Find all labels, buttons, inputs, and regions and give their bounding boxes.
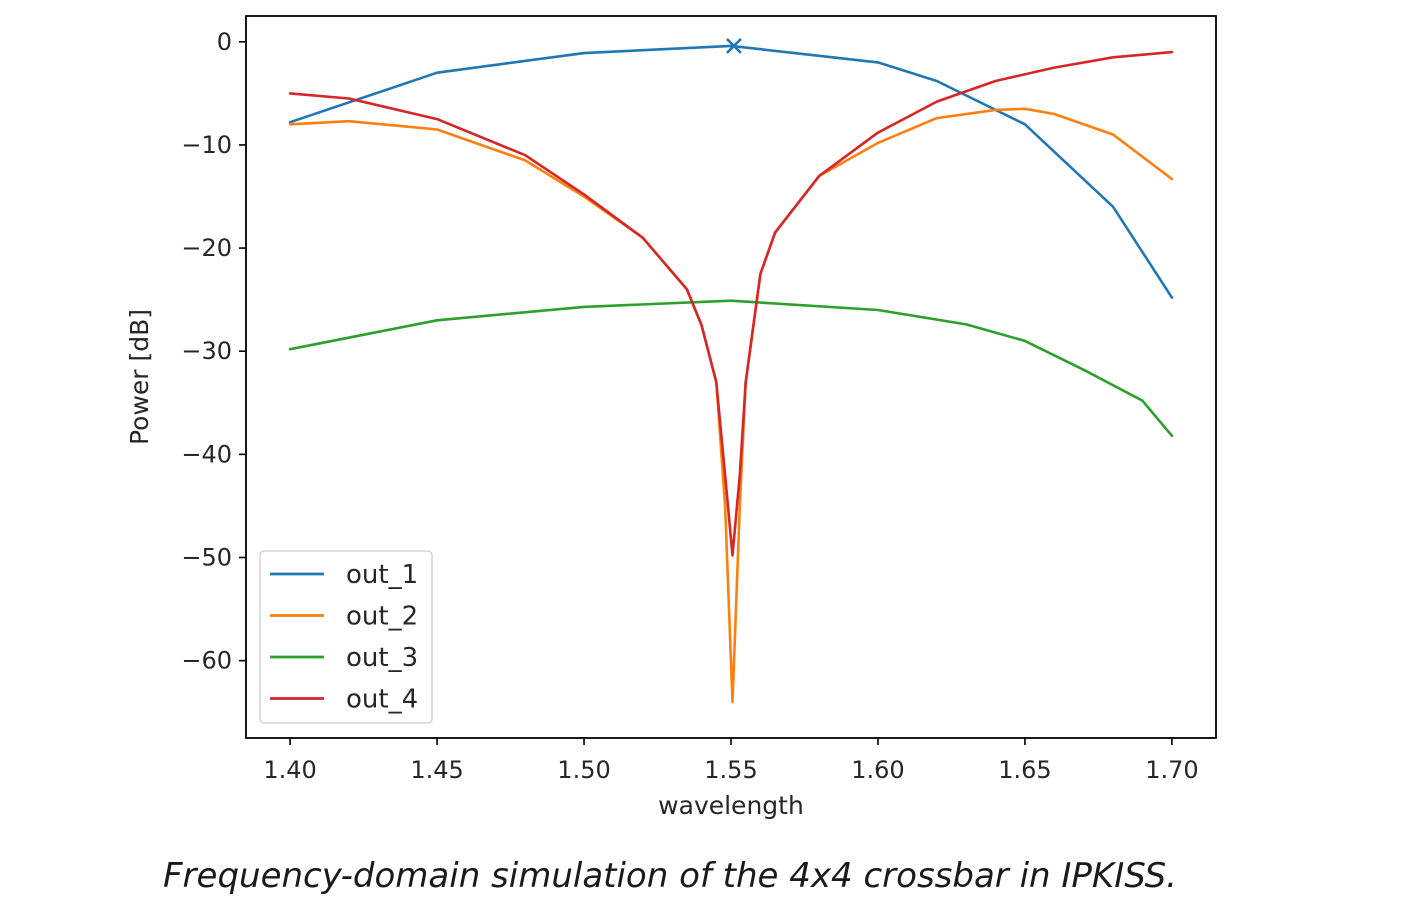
chart: 1.40 1.45 1.50 1.55 1.60 1.65 1.70 0 −10 −20 −30 −… bbox=[125, 15, 1217, 820]
legend-label-out_4: out_4 bbox=[346, 685, 418, 715]
y-tick-label: −30 bbox=[181, 337, 232, 365]
legend-box bbox=[259, 550, 433, 724]
x-tick-label: 1.70 bbox=[1145, 756, 1198, 784]
y-tick-label: −40 bbox=[181, 440, 232, 468]
x-tick-label: 1.55 bbox=[704, 756, 757, 784]
series-line-out_1 bbox=[288, 44, 1174, 299]
x-tick-label: 1.60 bbox=[851, 756, 904, 784]
series-line-out_3 bbox=[288, 299, 1174, 438]
legend-label-out_3: out_3 bbox=[346, 643, 418, 673]
series-line-out_2 bbox=[288, 107, 1174, 704]
legend: out_1 out_2 out_3 out_4 bbox=[259, 550, 433, 724]
y-tick-label: −60 bbox=[181, 647, 232, 675]
x-axis-label: wavelength bbox=[658, 791, 804, 820]
legend-label-out_1: out_1 bbox=[346, 560, 418, 590]
figure-caption: Frequency-domain simulation of the 4x4 c… bbox=[162, 856, 1177, 896]
x-tick-label: 1.50 bbox=[557, 756, 610, 784]
series-line-out_4 bbox=[288, 50, 1174, 557]
y-tick-label: 0 bbox=[217, 28, 232, 56]
y-tick-label: −10 bbox=[181, 131, 232, 159]
x-tick-label: 1.45 bbox=[410, 756, 463, 784]
x-tick-label: 1.40 bbox=[263, 756, 316, 784]
y-tick-label: −50 bbox=[181, 544, 232, 572]
y-axis-label: Power [dB] bbox=[125, 309, 154, 445]
marker-out_1-x bbox=[726, 37, 742, 54]
x-tick-label: 1.65 bbox=[998, 756, 1051, 784]
legend-label-out_2: out_2 bbox=[346, 602, 418, 632]
y-tick-label: −20 bbox=[181, 234, 232, 262]
